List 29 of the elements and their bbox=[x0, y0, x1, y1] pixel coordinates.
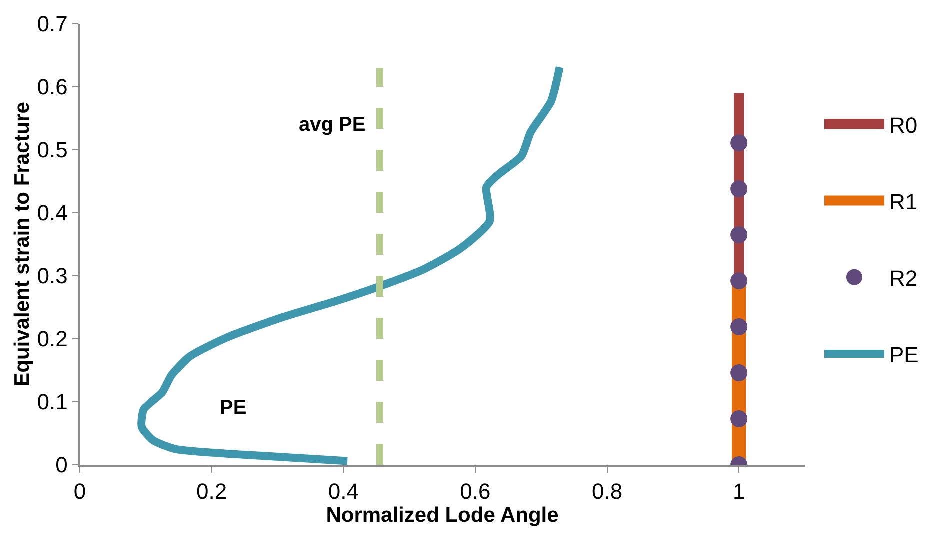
point bbox=[730, 364, 748, 382]
y-tick-label: 0.3 bbox=[37, 264, 68, 289]
ref-line-label: avg PE bbox=[299, 114, 366, 136]
x-axis-title: Normalized Lode Angle bbox=[326, 504, 559, 528]
y-tick-label: 0 bbox=[56, 452, 68, 478]
y-tick-label: 0.6 bbox=[37, 74, 68, 100]
point bbox=[730, 272, 748, 290]
x-tick-label: 0.6 bbox=[460, 479, 491, 504]
y-tick-label: 0.5 bbox=[37, 138, 68, 163]
y-axis-title: Equivalent strain to Fracture bbox=[10, 102, 34, 387]
x-tick-label: 0.8 bbox=[592, 479, 623, 504]
y-tick-label: 0.4 bbox=[37, 200, 68, 226]
point bbox=[730, 134, 748, 152]
point bbox=[730, 226, 748, 244]
y-tick-label: 0.1 bbox=[37, 390, 68, 415]
legend-label: PE bbox=[890, 342, 919, 368]
y-tick-label: 0.7 bbox=[37, 12, 68, 37]
point bbox=[730, 318, 748, 336]
x-tick-label: 1 bbox=[732, 479, 746, 504]
legend-label: R0 bbox=[890, 112, 918, 138]
legend-label: R1 bbox=[890, 189, 918, 214]
x-tick-label: 0 bbox=[74, 479, 86, 504]
x-tick-label: 0.4 bbox=[328, 479, 359, 504]
legend-label: R2 bbox=[890, 266, 918, 291]
x-tick-label: 0.2 bbox=[196, 479, 228, 504]
annotation: PE bbox=[220, 397, 247, 419]
point bbox=[730, 180, 748, 198]
point bbox=[730, 410, 748, 428]
y-tick-label: 0.2 bbox=[37, 326, 68, 352]
